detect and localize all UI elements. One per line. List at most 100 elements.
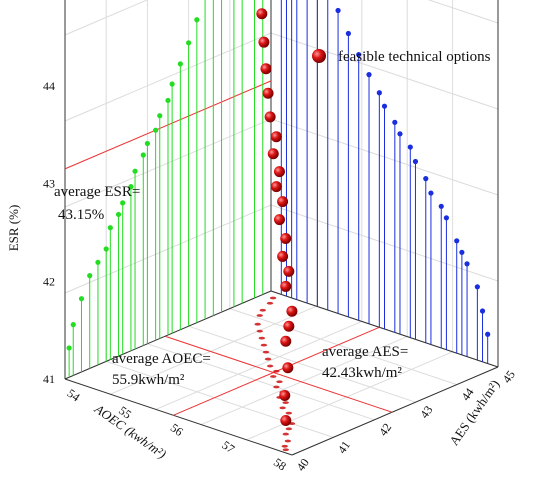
esr-axis-title: ESR (%) [6, 205, 21, 252]
aoec-tick-label: 54 [65, 386, 83, 404]
legend-label: feasible technical options [338, 49, 491, 65]
data-point [260, 63, 272, 75]
aes-projection-point [95, 259, 101, 265]
data-point [277, 196, 289, 208]
grid-line [246, 351, 453, 441]
aoec-tick-label: 58 [271, 455, 289, 473]
floor-projection-point [266, 364, 274, 368]
esr-tick-label: 41 [43, 372, 55, 386]
aes-projection-point [153, 127, 159, 133]
aes-projection-point [78, 296, 85, 302]
floor-projection-point [282, 448, 290, 452]
aes-projection-point [128, 184, 134, 190]
aes-tick-label: 43 [417, 403, 435, 421]
data-point [280, 232, 292, 244]
floor-projection-point [256, 329, 263, 333]
aes-projection-point [186, 40, 192, 46]
grid-line [64, 32, 272, 122]
data-point [262, 87, 274, 99]
grid-line [229, 308, 457, 386]
data-point [270, 131, 282, 143]
floor-projection-point [279, 406, 286, 410]
aoec-projection-point [376, 90, 382, 96]
avg-esr-label-line1: average ESR= [54, 184, 140, 200]
floor-projection-point [254, 322, 261, 326]
aes-projection-point [157, 113, 163, 119]
data-point [258, 36, 270, 48]
data-point [267, 148, 279, 160]
esr-tick-label: 44 [43, 79, 55, 93]
aes-projection-point [144, 140, 150, 147]
legend-marker [312, 49, 326, 63]
legend: feasible technical options [312, 49, 491, 65]
grid-line [270, 32, 499, 110]
aes-projection-point [115, 211, 122, 218]
floor-projection-point [269, 296, 277, 300]
aoec-projection-point [423, 176, 429, 182]
floor-projection-point [273, 385, 280, 389]
aoec-projection-point [479, 308, 486, 314]
aes-projection-point [140, 152, 146, 158]
floor-projection-point [264, 357, 272, 361]
aoec-projection-point [464, 261, 470, 267]
projection-stems [66, 0, 491, 452]
floor-projection-point [258, 336, 266, 340]
grid-line [427, 0, 499, 24]
floor-projection-point [281, 444, 288, 448]
grid-line [188, 325, 416, 403]
floor-projection-point [270, 375, 277, 378]
data-point [264, 111, 276, 123]
aes-tick-label: 45 [500, 368, 518, 386]
data-point [280, 280, 292, 292]
data-point [280, 335, 292, 347]
aes-axis-title: AES (kwh/m²) [446, 377, 502, 448]
aes-projection-point [165, 97, 171, 104]
grid-line [110, 305, 317, 395]
aoec-projection-point [366, 72, 372, 78]
aoec-projection-point [392, 119, 398, 125]
floor-projection-point [285, 427, 293, 431]
aoec-projection-point [407, 144, 413, 150]
floor-projection-point [259, 308, 266, 312]
aes-projection-point [70, 322, 76, 328]
aes-projection-point [132, 168, 138, 174]
data-point [280, 414, 292, 426]
floor-projection-point [266, 301, 274, 305]
avg-aes-label-line1: average AES= [322, 344, 408, 360]
aoec-axis-line [64, 378, 293, 456]
grid-line [201, 336, 408, 426]
floor-projection-point [260, 343, 268, 347]
avg-aes-line [164, 335, 393, 413]
aoec-tick-label: 57 [219, 438, 237, 456]
aoec-projection-point [335, 7, 341, 14]
data-point [283, 265, 295, 277]
floor-projection-point [285, 411, 293, 415]
aoec-projection-point [474, 284, 480, 290]
aoec-projection-point [397, 131, 403, 137]
aoec-projection-point [381, 103, 388, 109]
grid-line [106, 360, 334, 438]
esr-tick-label: 42 [43, 274, 55, 288]
aoec-projection-point [459, 249, 465, 255]
aes-axis-line [291, 366, 499, 456]
data-point [277, 250, 289, 262]
aoec-projection-point [438, 203, 444, 209]
grid-line [64, 0, 149, 36]
aes-projection-point [120, 200, 126, 206]
grid-line [155, 320, 362, 410]
floor-projection-point [273, 369, 280, 373]
grid-line [147, 343, 375, 421]
avg-aoec-label-line2: 55.9kwh/m² [112, 372, 185, 388]
aoec-projection-point [428, 190, 434, 196]
avg-esr-label-line2: 43.15% [58, 207, 104, 223]
aes-projection-point [87, 272, 93, 279]
data-point [286, 305, 298, 317]
floor-projection-point [282, 432, 289, 436]
floor-projection-point [276, 380, 283, 384]
aes-projection-point [177, 61, 183, 67]
data-point [256, 8, 268, 20]
data-point [283, 320, 295, 332]
aes-tick-label: 41 [335, 438, 353, 456]
aes-projection-point [66, 345, 72, 351]
